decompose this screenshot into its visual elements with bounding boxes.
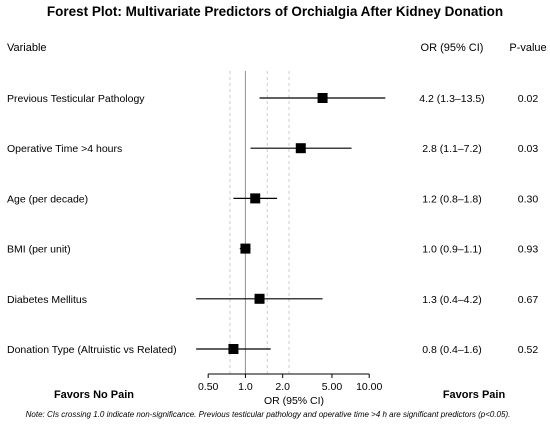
favors-right-label: Favors Pain [443,389,506,401]
x-tick-label: 2.0 [275,381,290,393]
forest-rows: Previous Testicular Pathology 4.2 (1.3–13… [7,93,538,356]
x-tick-label: 5.00 [322,381,343,393]
or-point-marker [317,93,328,103]
row-variable-label: Donation Type (Altruistic vs Related) [7,344,177,356]
favors-left-label: Favors No Pain [54,389,134,401]
row-pvalue-text: 0.02 [518,93,539,105]
row-or-ci-text: 1.3 (0.4–4.2) [422,294,482,306]
row-or-ci-text: 1.2 (0.8–1.8) [422,193,482,205]
or-point-marker [295,143,306,154]
row-variable-label: Age (per decade) [7,193,88,205]
row-or-ci-text: 0.8 (0.4–1.6) [422,344,482,356]
forest-row: Donation Type (Altruistic vs Related) 0.8… [7,344,538,356]
x-tick-label: 0.50 [198,381,219,393]
x-tick-label: 10.00 [356,381,382,393]
row-pvalue-text: 0.67 [518,294,539,306]
chart-title: Forest Plot: Multivariate Predictors of … [47,4,503,19]
x-tick-label: 1.0 [238,381,253,393]
x-axis: 0.50 1.0 2.0 5.00 10.00 OR (95% CI) [198,373,383,407]
row-variable-label: Previous Testicular Pathology [7,93,145,105]
reference-lines [229,71,290,374]
header-variable: Variable [7,42,47,54]
or-point-marker [240,243,251,254]
row-variable-label: Diabetes Mellitus [7,294,87,306]
header-or-ci: OR (95% CI) [421,42,484,54]
row-or-ci-text: 2.8 (1.1–7.2) [422,143,482,155]
or-point-marker [250,193,261,204]
row-variable-label: Operative Time >4 hours [7,143,122,155]
x-axis-label: OR (95% CI) [264,395,324,407]
or-point-marker [254,293,265,304]
forest-row: Age (per decade) 1.2 (0.8–1.8) 0.30 [7,193,538,205]
row-or-ci-text: 1.0 (0.9–1.1) [422,244,482,256]
forest-row: Previous Testicular Pathology 4.2 (1.3–13… [7,93,538,105]
row-pvalue-text: 0.93 [518,244,539,256]
forest-row: Operative Time >4 hours 2.8 (1.1–7.2) 0.03 [7,143,538,155]
row-pvalue-text: 0.30 [518,193,539,205]
forest-row: BMI (per unit) 1.0 (0.9–1.1) 0.93 [7,243,539,256]
header-pvalue: P-value [509,42,546,54]
row-or-ci-text: 4.2 (1.3–13.5) [419,93,484,105]
row-pvalue-text: 0.52 [518,344,539,356]
or-point-marker [228,344,239,354]
forest-row: Diabetes Mellitus 1.3 (0.4–4.2) 0.67 [7,293,539,306]
footnote: Note: CIs crossing 1.0 indicate non-sign… [26,410,511,419]
row-variable-label: BMI (per unit) [7,244,71,256]
row-pvalue-text: 0.03 [518,143,539,155]
